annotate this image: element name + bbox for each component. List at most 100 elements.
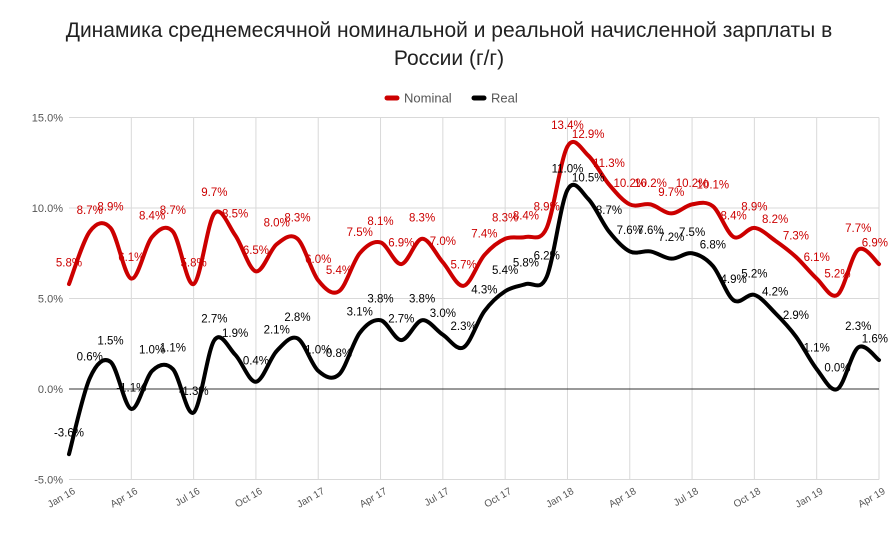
data-label-nominal: 7.3%: [783, 230, 809, 242]
data-label-real: 11.0%: [552, 163, 584, 175]
y-tick-label: 15.0%: [32, 113, 63, 125]
data-label-real: 1.6%: [862, 334, 888, 346]
data-label-real: 0.8%: [326, 348, 352, 360]
data-label-nominal: 10.2%: [676, 178, 709, 190]
data-label-real: 5.8%: [513, 258, 539, 270]
data-label-nominal: 10.2%: [634, 178, 667, 190]
data-label-real: 0.4%: [243, 355, 269, 367]
data-label-nominal: 7.5%: [347, 227, 373, 239]
data-label-nominal: 6.0%: [305, 254, 331, 266]
data-label-real: 2.7%: [388, 314, 414, 326]
data-label-nominal: 10.1%: [697, 180, 730, 192]
data-label-nominal: 7.7%: [845, 223, 871, 235]
data-label-real: 3.8%: [409, 294, 435, 306]
data-label-nominal: 8.9%: [534, 201, 560, 213]
data-label-real: 1.1%: [160, 343, 186, 355]
data-label-real: 6.8%: [700, 239, 726, 251]
data-label-nominal: 7.4%: [471, 229, 497, 241]
y-tick-label: -5.0%: [34, 475, 63, 487]
data-label-nominal: 8.7%: [160, 205, 186, 217]
y-tick-label: 0.0%: [38, 384, 63, 396]
legend: Nominal Real: [384, 91, 518, 106]
data-label-real: 2.1%: [264, 324, 290, 336]
series-lines: [67, 139, 881, 457]
x-tick-label: Jul 16: [174, 486, 203, 509]
x-tick-label: Apr 16: [109, 486, 140, 510]
data-label-nominal: 5.7%: [451, 259, 477, 271]
data-label-real: 1.0%: [139, 344, 165, 356]
series-line-nominal: [67, 139, 881, 298]
data-label-real: 0.0%: [824, 363, 850, 375]
data-label-real: 7.5%: [679, 227, 705, 239]
data-label-nominal: 8.9%: [97, 201, 123, 213]
data-label-nominal: 5.8%: [56, 258, 82, 270]
data-label-real: 7.6%: [617, 225, 643, 237]
x-tick-label: Oct 17: [483, 486, 514, 510]
data-label-nominal: 6.9%: [388, 238, 414, 250]
x-tick-label: Jul 18: [672, 486, 701, 509]
data-label-real: 7.2%: [658, 232, 684, 244]
data-label-real: 1.5%: [97, 335, 123, 347]
data-label-real: 0.6%: [77, 352, 103, 364]
x-tick-label: Apr 18: [607, 486, 638, 510]
x-tick-label: Jan 19: [794, 486, 826, 511]
data-label-real: 2.8%: [284, 312, 310, 324]
x-tick-label: Jan 18: [544, 486, 576, 511]
data-label-nominal: 11.3%: [593, 158, 625, 170]
data-label-real: 7.6%: [637, 225, 663, 237]
data-label-real: 2.3%: [845, 321, 871, 333]
y-tick-label: 5.0%: [38, 294, 63, 306]
data-label-nominal: 8.2%: [762, 214, 788, 226]
data-label-nominal: 8.4%: [721, 210, 747, 222]
data-label-nominal: 8.3%: [409, 212, 435, 224]
legend-label-real: Real: [491, 91, 518, 106]
data-label-real: 3.1%: [347, 306, 373, 318]
x-tick-label: Jul 17: [423, 486, 452, 509]
data-label-nominal: 6.5%: [243, 245, 269, 257]
data-label-real: 1.0%: [305, 344, 331, 356]
data-label-nominal: 5.8%: [181, 258, 207, 270]
y-tick-label: 10.0%: [32, 203, 63, 215]
data-label-real: 4.9%: [721, 274, 747, 286]
data-label-real: 2.3%: [451, 321, 477, 333]
data-label-real: -1.3%: [179, 386, 209, 398]
data-label-nominal: 5.2%: [824, 268, 850, 280]
data-label-nominal: 8.0%: [264, 218, 290, 230]
gridlines: [69, 117, 880, 480]
data-label-real: 3.0%: [430, 308, 456, 320]
axis-labels: Jan 16 Apr 16 Jul 16 Oct 16 Jan 17 Apr 17 Jul …: [32, 113, 888, 511]
data-label-nominal: 6.1%: [118, 252, 144, 264]
data-label-real: 4.3%: [471, 285, 497, 297]
legend-item-real: Real: [471, 91, 518, 106]
data-labels: 5.8%8.7%8.9%6.1%8.4%8.7%5.8%9.7%8.5%6.5%…: [54, 120, 888, 440]
data-label-nominal: 5.4%: [326, 265, 352, 277]
data-label-real: 5.2%: [741, 268, 767, 280]
data-label-nominal: 8.3%: [492, 212, 518, 224]
x-tick-label: Jan 17: [295, 486, 327, 511]
x-tick-label: Jan 16: [46, 486, 78, 511]
data-label-real: 8.7%: [596, 205, 622, 217]
data-label-real: 6.2%: [534, 250, 560, 262]
data-label-real: 3.8%: [367, 294, 393, 306]
data-label-real: -1.1%: [116, 382, 146, 394]
data-label-nominal: 9.7%: [658, 187, 684, 199]
data-label-nominal: 8.7%: [77, 205, 103, 217]
data-label-real: 1.9%: [222, 328, 248, 340]
data-label-nominal: 8.4%: [139, 210, 165, 222]
data-label-real: -3.6%: [54, 428, 84, 440]
data-label-real: 5.4%: [492, 265, 518, 277]
data-label-real: 4.2%: [762, 286, 788, 298]
legend-item-nominal: Nominal: [384, 91, 452, 106]
data-label-nominal: 7.0%: [430, 236, 456, 248]
data-label-nominal: 9.7%: [201, 187, 227, 199]
data-label-nominal: 8.5%: [222, 209, 248, 221]
x-tick-label: Oct 16: [233, 486, 264, 510]
x-tick-label: Apr 19: [856, 486, 887, 510]
data-label-nominal: 8.3%: [284, 212, 310, 224]
legend-label-nominal: Nominal: [404, 91, 452, 106]
data-label-nominal: 13.4%: [551, 120, 584, 132]
series-line-real: [67, 182, 881, 457]
data-label-real: 2.7%: [201, 314, 227, 326]
data-label-real: 2.9%: [783, 310, 809, 322]
